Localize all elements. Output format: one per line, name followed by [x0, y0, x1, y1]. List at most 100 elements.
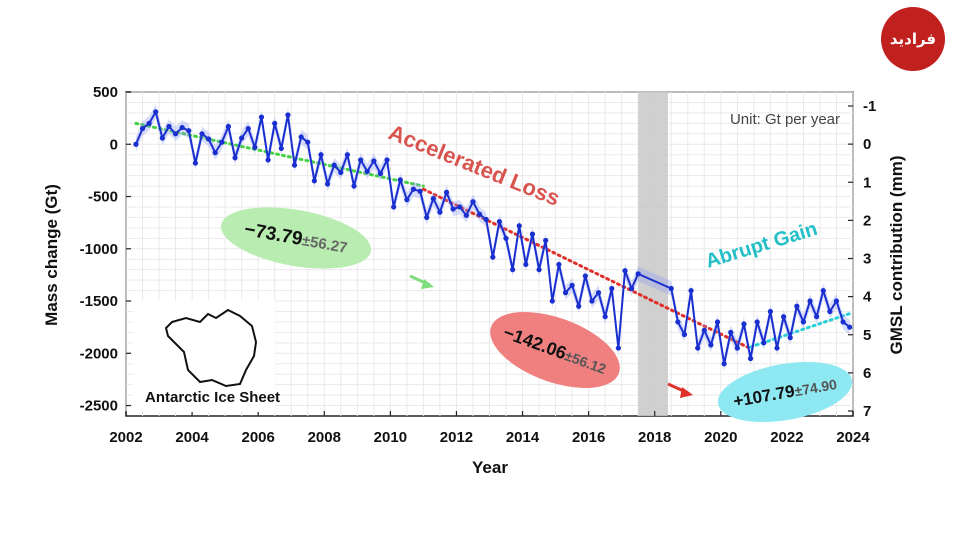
data-point	[714, 319, 721, 325]
data-point	[397, 177, 403, 183]
data-point	[476, 211, 483, 217]
data-point	[450, 206, 456, 212]
x-tick-label: 2012	[440, 429, 473, 446]
data-point	[536, 267, 542, 273]
data-point	[245, 125, 251, 132]
data-point	[807, 298, 813, 304]
data-point	[483, 216, 489, 223]
data-point	[516, 223, 522, 229]
x-tick-label: 2006	[241, 429, 274, 446]
data-point	[331, 162, 337, 168]
data-point	[133, 141, 139, 147]
data-point	[298, 134, 304, 140]
data-point	[695, 345, 701, 351]
x-tick-label: 2004	[175, 429, 209, 446]
data-point	[437, 209, 443, 215]
data-point	[172, 131, 179, 137]
data-point	[410, 186, 417, 192]
series-layer	[133, 104, 853, 372]
y-tick-label: -2500	[80, 398, 118, 415]
data-point	[424, 214, 430, 221]
y-ticks: 500 0 -500 -1000 -1500 -2000 -2500	[80, 84, 131, 415]
data-point	[146, 120, 152, 126]
data-point	[318, 152, 324, 158]
data-point	[827, 308, 833, 315]
data-point	[576, 303, 582, 309]
data-point	[404, 197, 410, 203]
data-point	[417, 188, 423, 194]
antarctica-map-icon	[164, 308, 258, 388]
data-point	[681, 331, 688, 338]
data-point	[523, 261, 529, 268]
data-point	[688, 287, 694, 294]
data-point	[794, 303, 800, 309]
x-tick-label: 2010	[374, 429, 407, 446]
x-axis-label: Year	[472, 458, 508, 477]
x-tick-label: 2002	[109, 429, 142, 446]
x-tick-label: 2008	[308, 429, 341, 446]
data-point	[833, 298, 840, 304]
data-point	[549, 298, 555, 304]
data-point	[351, 183, 357, 189]
x-tick-label: 2020	[704, 429, 737, 446]
data-point	[761, 340, 767, 346]
data-point	[159, 135, 165, 141]
data-point	[338, 169, 344, 176]
x-tick-label: 2022	[770, 429, 803, 446]
green-arrowhead-icon	[421, 279, 434, 289]
data-point	[728, 329, 734, 335]
data-point	[543, 237, 549, 244]
data-point	[582, 273, 588, 279]
x-tick-label: 2016	[572, 429, 605, 446]
rate-ellipse-2: −142.06±56.12	[490, 311, 620, 389]
y2-tick-label: 3	[863, 251, 871, 268]
data-point	[734, 345, 740, 351]
data-point	[754, 319, 760, 325]
data-point	[503, 235, 509, 241]
data-point	[305, 139, 311, 145]
data-point	[391, 204, 397, 210]
y2-tick-label: 0	[863, 136, 871, 153]
y2-tick-label: 2	[863, 212, 871, 229]
y-tick-label: 500	[93, 84, 118, 101]
data-point	[628, 285, 635, 292]
data-point	[219, 139, 225, 145]
data-point	[265, 157, 271, 163]
data-point	[212, 150, 218, 156]
data-point	[767, 308, 773, 315]
data-point	[615, 345, 621, 351]
x-ticks: 2002 2004 2006 2008 2010 2012 2014 2016 2018 2020…	[109, 411, 870, 446]
y2-tick-label: 5	[863, 327, 871, 344]
antarctica-inset: Antarctic Ice Sheet	[133, 300, 280, 412]
data-point	[602, 314, 608, 320]
data-point	[377, 170, 384, 177]
data-point	[199, 131, 205, 137]
data-point	[847, 324, 853, 330]
data-point	[721, 361, 727, 367]
data-point	[252, 144, 258, 150]
data-point	[192, 160, 198, 166]
data-point	[153, 109, 159, 115]
data-point	[589, 298, 595, 304]
data-point	[278, 145, 284, 152]
data-point	[225, 123, 232, 130]
data-point	[701, 327, 707, 333]
y2-ticks: -1 0 1 2 3 4 5 6 7	[848, 98, 876, 420]
data-point	[609, 285, 615, 292]
data-point	[371, 158, 377, 164]
data-point	[556, 261, 562, 268]
data-point	[496, 219, 503, 225]
y-tick-label: -1000	[80, 241, 118, 258]
y-tick-label: 0	[110, 136, 118, 153]
red-arrowhead-icon	[680, 387, 693, 398]
data-point	[635, 271, 641, 277]
y2-tick-label: 6	[863, 365, 871, 382]
data-point	[840, 319, 846, 325]
x-tick-label: 2018	[638, 429, 671, 446]
y2-tick-label: -1	[863, 98, 876, 115]
data-point	[800, 319, 807, 325]
data-point	[457, 204, 463, 210]
logo-text: فرادید	[889, 30, 937, 48]
data-point	[595, 290, 602, 296]
